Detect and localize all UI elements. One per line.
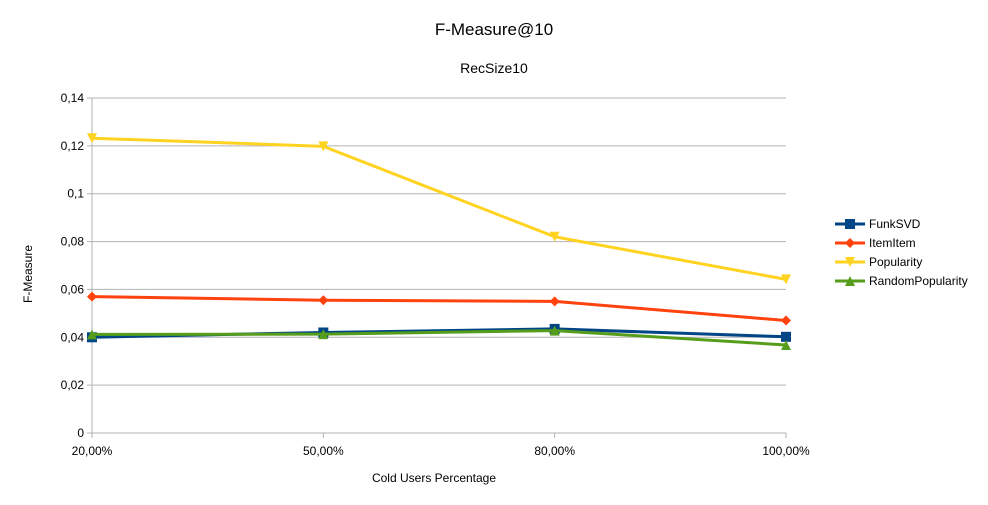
data-point-itemitem (549, 296, 560, 307)
series-popularity (87, 133, 791, 285)
series-group (87, 133, 791, 350)
legend: FunkSVD ItemItem Popularity RandomPopularit… (835, 217, 968, 288)
legend-label-randompopularity: RandomPopularity (869, 274, 968, 288)
y-axis-ticks: 0 0,02 0,04 0,06 0,08 0,1 0,12 0,14 (61, 91, 92, 440)
data-point-popularity (781, 274, 791, 285)
chart-title: F-Measure@10 (435, 20, 553, 39)
y-tick-label: 0,04 (61, 330, 85, 344)
series-line-itemitem (91, 295, 787, 323)
x-tick-label: 80,00% (534, 444, 575, 458)
y-tick-label: 0,14 (61, 91, 85, 105)
series-line-randompopularity (91, 329, 787, 347)
data-point-randompopularity (87, 329, 97, 340)
data-point-itemitem (318, 295, 329, 306)
data-point-popularity (318, 141, 329, 152)
data-point-funksvd (781, 331, 791, 342)
data-point-randompopularity (318, 329, 329, 340)
y-tick-label: 0,06 (61, 282, 85, 296)
x-axis-ticks: 20,00% 50,00% 80,00% 100,00% (72, 433, 810, 458)
data-point-itemitem (781, 315, 791, 326)
y-tick-label: 0 (77, 426, 84, 440)
chart-subtitle: RecSize10 (460, 60, 528, 76)
gridlines (92, 97, 786, 434)
y-tick-label: 0,08 (61, 235, 85, 249)
data-point-popularity (549, 231, 560, 242)
series-line-popularity (91, 136, 787, 281)
y-tick-label: 0,02 (61, 378, 85, 392)
legend-label-itemitem: ItemItem (869, 236, 916, 250)
data-point-randompopularity (781, 339, 791, 350)
x-axis-title: Cold Users Percentage (372, 471, 496, 485)
y-tick-label: 0,12 (61, 139, 85, 153)
x-tick-label: 20,00% (72, 444, 113, 458)
legend-label-funksvd: FunkSVD (869, 217, 921, 231)
legend-marker-randompopularity (845, 276, 855, 286)
legend-label-popularity: Popularity (869, 255, 922, 269)
x-tick-label: 50,00% (303, 444, 344, 458)
data-point-itemitem (87, 291, 97, 302)
y-tick-label: 0,1 (67, 187, 84, 201)
x-tick-label: 100,00% (762, 444, 810, 458)
axes (91, 98, 786, 434)
y-axis-title: F-Measure (21, 245, 35, 303)
series-randompopularity (87, 325, 791, 350)
legend-marker-itemitem (845, 238, 855, 248)
legend-marker-popularity (845, 257, 855, 267)
legend-marker-funksvd (845, 219, 855, 229)
series-itemitem (87, 291, 791, 326)
data-point-randompopularity (549, 325, 560, 336)
data-point-popularity (87, 133, 97, 144)
